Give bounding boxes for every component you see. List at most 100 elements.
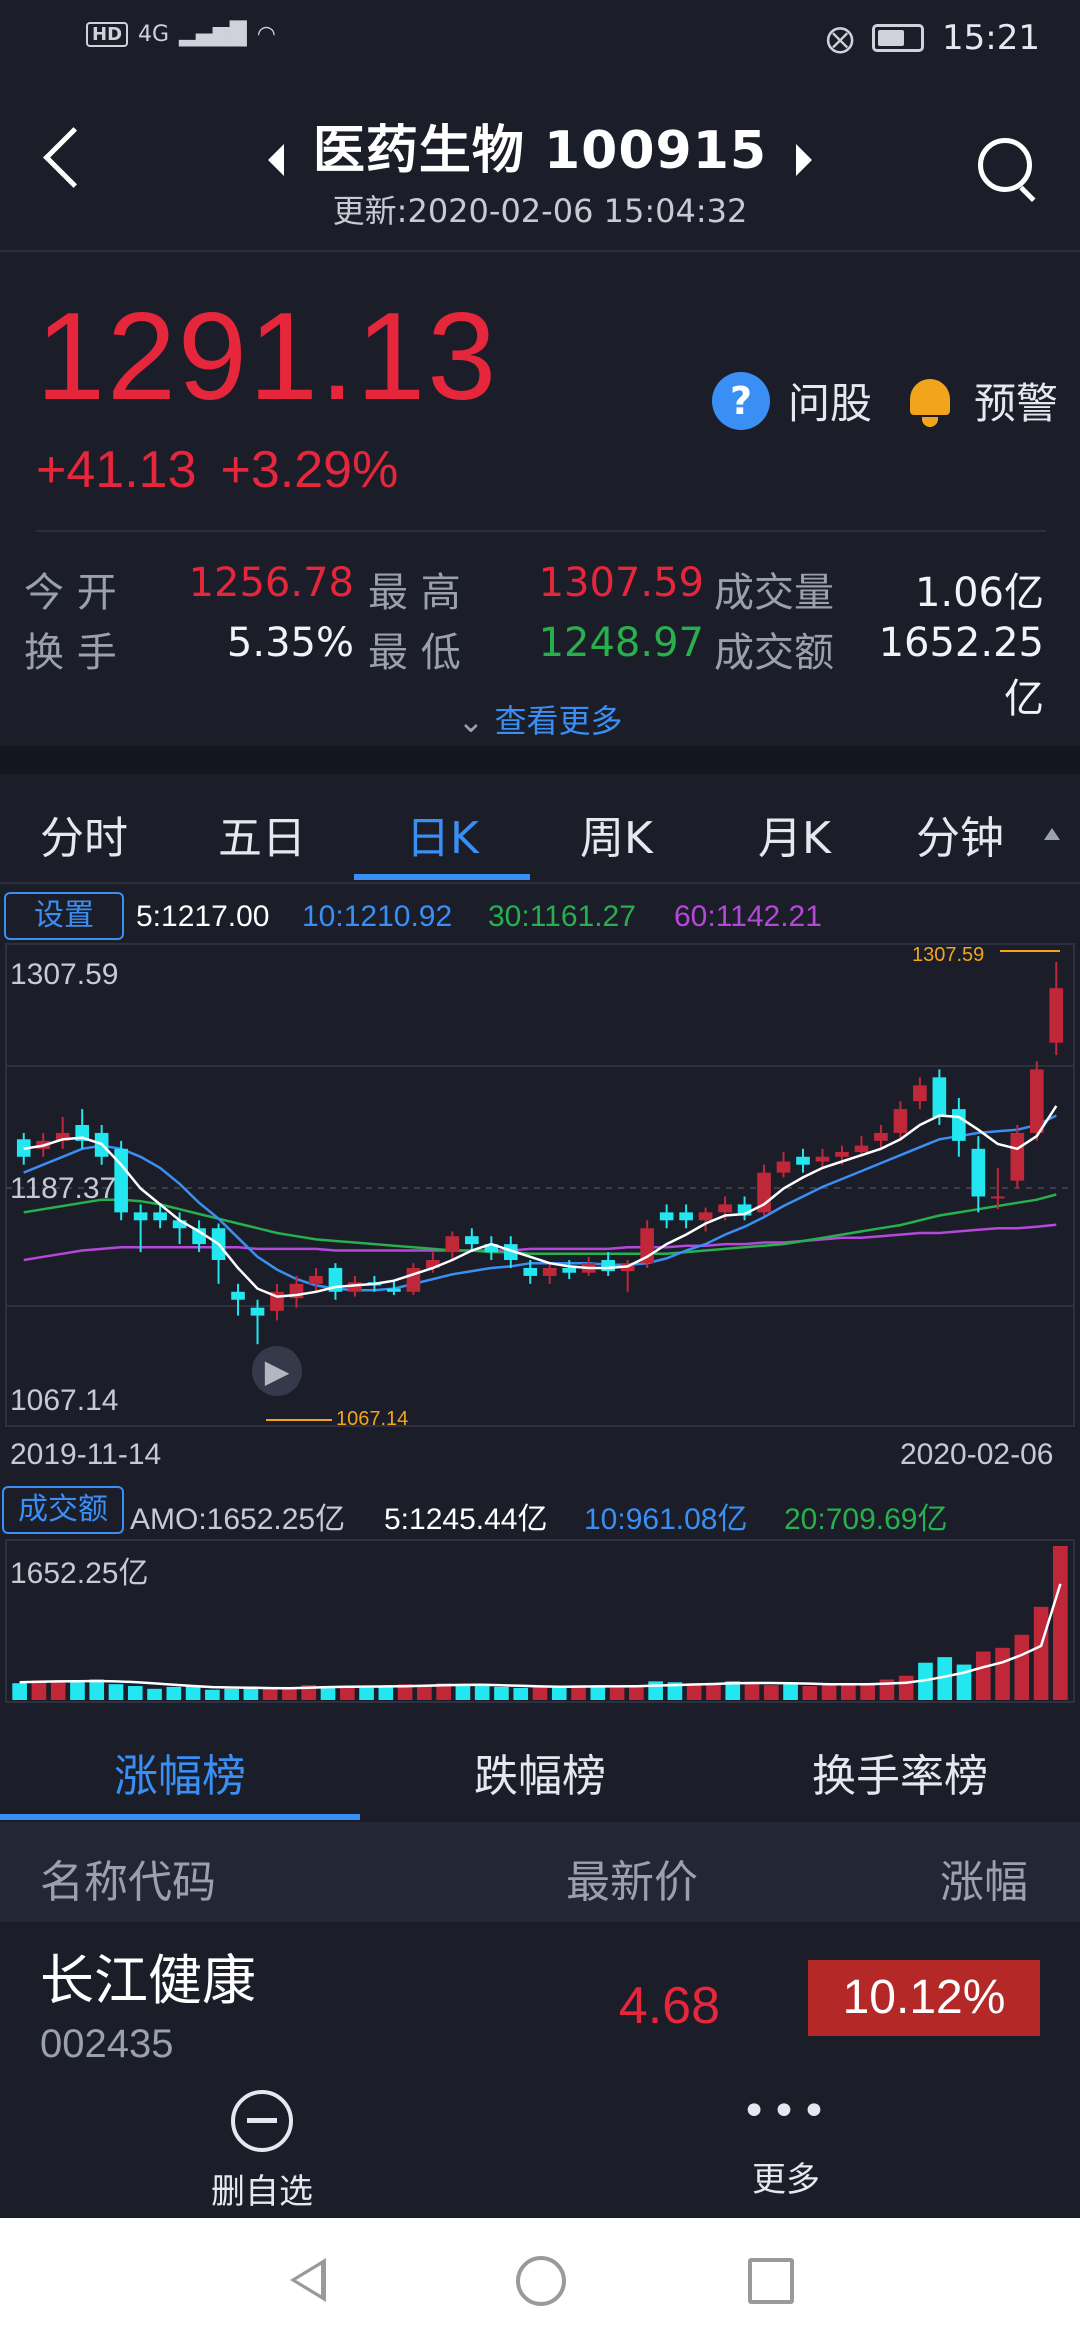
action-bar: 删自选 ••• 更多 <box>0 2082 1080 2218</box>
page-title: 医药生物 100915 <box>312 121 768 181</box>
candle-body <box>854 1145 869 1152</box>
tab-intraday[interactable]: 分时 <box>40 813 128 864</box>
stock-code: 002435 <box>40 2022 174 2066</box>
low-label: 最 低 <box>368 630 461 676</box>
candle-body <box>153 1212 167 1221</box>
candle-body <box>133 1212 148 1221</box>
amount-bar <box>31 1680 47 1700</box>
candle-body <box>815 1156 830 1162</box>
candle-body <box>523 1267 538 1276</box>
candle-body <box>464 1236 479 1245</box>
amount-bar <box>590 1686 606 1700</box>
amount-bar <box>262 1687 278 1700</box>
amount-bar <box>127 1686 143 1700</box>
amount-legend: 成交额 AMO:1652.25亿 5:1245.44亿 10:961.08亿 2… <box>0 1486 1080 1536</box>
amount-chart[interactable] <box>0 1538 1080 1704</box>
amount-bar <box>185 1686 201 1700</box>
tab-losers[interactable]: 跌幅榜 <box>474 1751 606 1802</box>
amount-bar <box>359 1687 374 1700</box>
amount-bar <box>821 1685 837 1700</box>
amount-ma5-line <box>19 1583 1062 1690</box>
amount-bar <box>474 1686 490 1700</box>
candle-body <box>659 1212 674 1221</box>
amount-bar <box>629 1685 644 1700</box>
volume-label: 成交量 <box>714 570 834 616</box>
tab-weekly-k[interactable]: 周K <box>580 813 653 864</box>
amount-bar <box>763 1685 779 1700</box>
amo-ma10-label: 10:961.08亿 <box>584 1503 748 1536</box>
amount-bars-layer <box>12 1546 1068 1700</box>
amount-bar <box>995 1647 1010 1700</box>
current-price: 1291.13 <box>36 288 499 426</box>
candle-body <box>913 1085 927 1102</box>
candle-body <box>874 1132 888 1141</box>
tab-daily-k[interactable]: 日K <box>406 813 479 864</box>
tab-turnover[interactable]: 换手率榜 <box>812 1751 988 1802</box>
nav-back-icon[interactable] <box>290 2258 326 2302</box>
amount-bar <box>1014 1634 1030 1700</box>
kline-tabs: 分时 五日 日K 周K 月K 分钟 <box>0 774 1080 882</box>
amount-label: 成交额 <box>714 630 834 676</box>
open-value: 1256.78 <box>188 560 354 606</box>
tab-gainers[interactable]: 涨幅榜 <box>114 1751 246 1802</box>
candle-body <box>698 1212 713 1221</box>
next-arrow-icon[interactable] <box>796 144 812 176</box>
candle-body <box>542 1267 557 1276</box>
candle-body <box>55 1132 70 1141</box>
tab-minute[interactable]: 分钟 <box>916 813 1004 864</box>
tab-five-day[interactable]: 五日 <box>218 813 306 864</box>
date-end-label: 2020-02-06 <box>900 1438 1054 1471</box>
amount-bar <box>436 1683 451 1700</box>
y-min-label: 1067.14 <box>10 1384 119 1417</box>
tab-monthly-k[interactable]: 月K <box>758 813 831 864</box>
ma60-line <box>23 1223 1057 1262</box>
amount-bar <box>667 1682 683 1700</box>
candle-body <box>737 1204 752 1216</box>
amount-bar <box>378 1686 394 1700</box>
amount-bar <box>243 1686 259 1700</box>
candle-body <box>172 1220 187 1229</box>
ma30-label: 30:1161.27 <box>488 900 636 933</box>
nav-recent-icon[interactable] <box>748 2258 794 2304</box>
low-value: 1248.97 <box>538 620 704 666</box>
search-icon[interactable] <box>978 138 1032 192</box>
alert-label: 预警 <box>974 379 1059 428</box>
dropdown-icon[interactable] <box>1044 828 1060 840</box>
amount-bar <box>50 1681 66 1700</box>
alert-button[interactable]: 预警 <box>904 370 1058 431</box>
ma10-label: 10:1210.92 <box>302 900 453 933</box>
section-gap <box>0 746 1080 774</box>
update-time: 更新:2020-02-06 15:04:32 <box>332 192 748 230</box>
remove-watchlist-button[interactable]: 删自选 <box>162 2090 362 2213</box>
candle-body <box>426 1260 440 1268</box>
candle-body <box>679 1212 693 1221</box>
stock-change-badge: 10.12% <box>808 1960 1040 2036</box>
play-icon[interactable]: ▶ <box>252 1346 302 1396</box>
amount-bar <box>417 1685 432 1700</box>
amount-bar <box>455 1685 471 1700</box>
price-change: +41.13 +3.29% <box>36 440 422 500</box>
kline-chart[interactable] <box>0 940 1080 1430</box>
more-button[interactable]: ••• 更多 <box>686 2090 886 2201</box>
battery-icon <box>872 24 925 52</box>
open-label: 今 开 <box>24 570 117 616</box>
nav-home-icon[interactable] <box>516 2256 566 2306</box>
col-latest-price: 最新价 <box>566 1857 698 1908</box>
signal-icon: ▂▄▆█ <box>179 22 247 47</box>
view-more-link[interactable]: 查看更多 <box>0 696 1080 742</box>
candles-layer <box>16 962 1064 1345</box>
ma-legend: 设置 5:1217.00 10:1210.92 30:1161.27 60:11… <box>0 890 1080 940</box>
turnover-label: 换 手 <box>24 630 117 676</box>
prev-arrow-icon[interactable] <box>268 144 284 176</box>
volume-value: 1.06亿 <box>914 570 1044 616</box>
settings-button[interactable]: 设置 <box>4 892 124 940</box>
table-row[interactable]: 长江健康 002435 4.68 10.12% <box>0 1922 1080 2082</box>
ask-stock-button[interactable]: ? 问股 <box>712 370 872 431</box>
amount-bar <box>802 1686 818 1700</box>
amount-max-label: 1652.25亿 <box>10 1557 149 1590</box>
amount-indicator-button[interactable]: 成交额 <box>2 1486 124 1534</box>
amount-bar <box>513 1687 529 1700</box>
amount-bar <box>860 1683 875 1700</box>
change-percent: +3.29% <box>220 441 399 499</box>
amount-bar <box>494 1686 509 1700</box>
